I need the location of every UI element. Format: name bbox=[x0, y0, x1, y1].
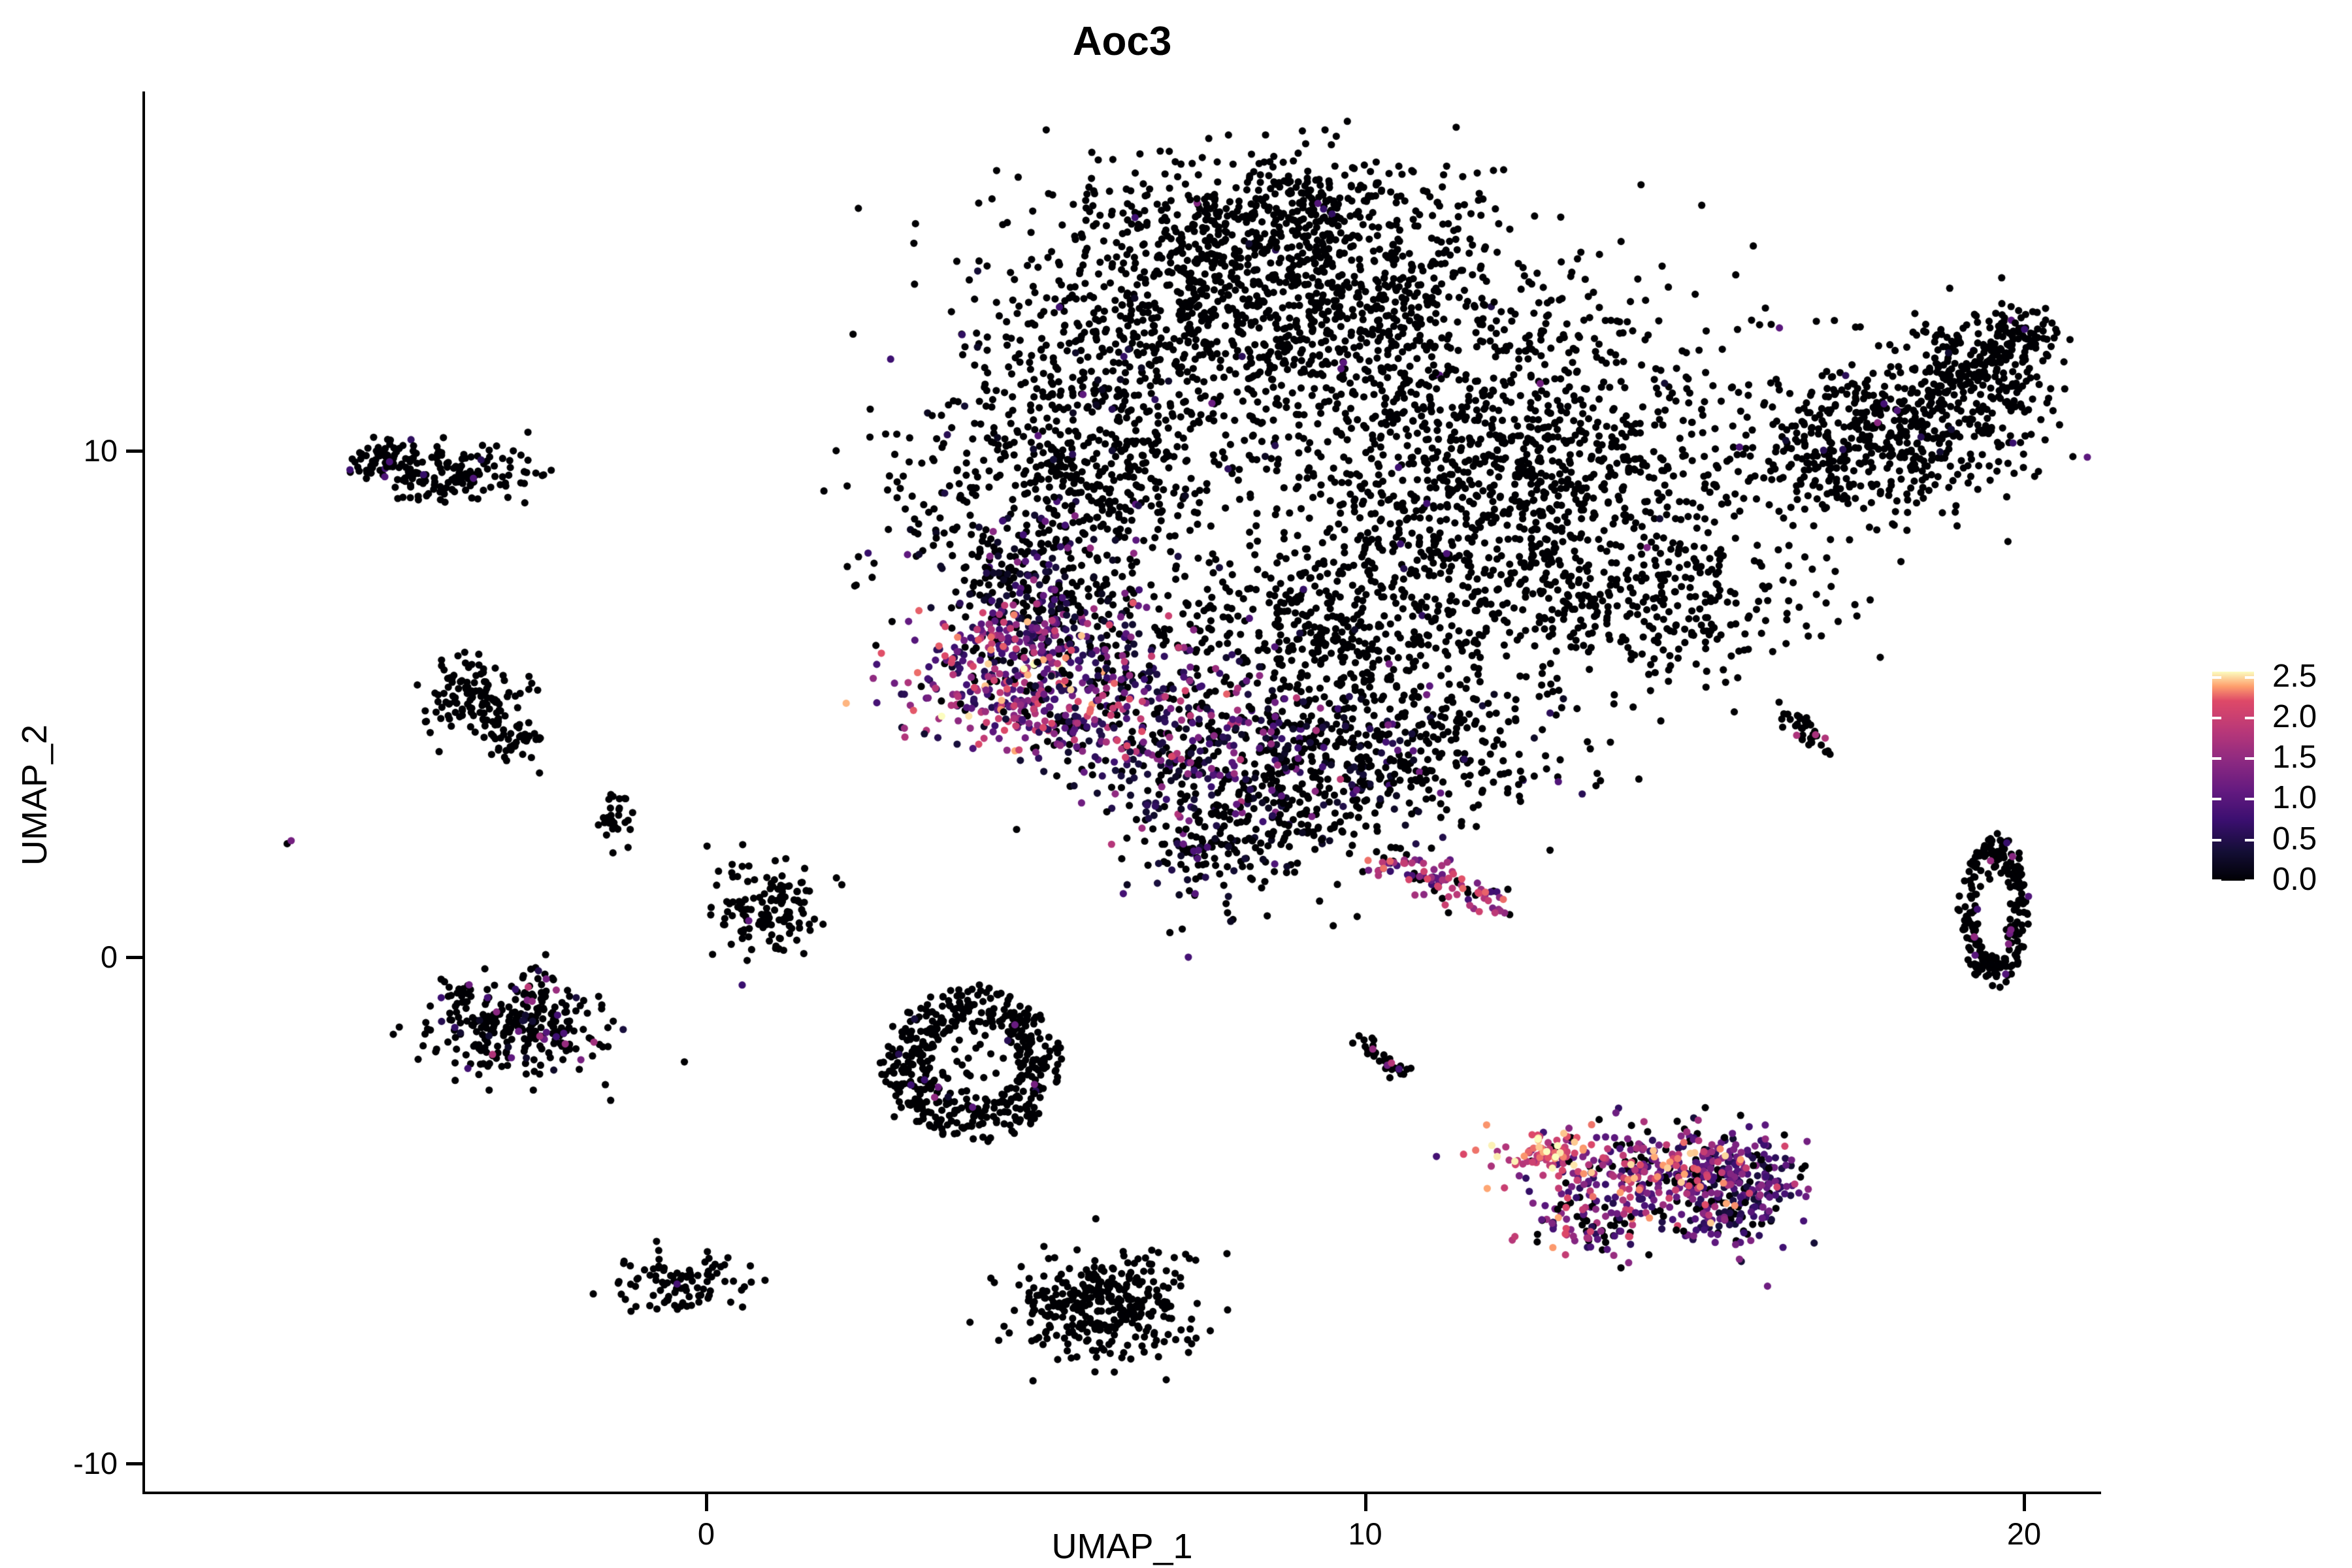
x-tick-mark bbox=[2023, 1494, 2026, 1511]
y-axis-title: UMAP_2 bbox=[15, 724, 54, 866]
y-tick-label: -10 bbox=[73, 1446, 118, 1480]
legend-tick-mark bbox=[2212, 838, 2221, 841]
legend-tick-mark bbox=[2245, 757, 2254, 760]
x-tick-label: 10 bbox=[1348, 1516, 1382, 1551]
x-axis-line bbox=[142, 1492, 2101, 1494]
y-tick-mark bbox=[126, 449, 143, 453]
legend-tick-mark bbox=[2212, 798, 2221, 801]
x-axis-title: UMAP_1 bbox=[1051, 1527, 1193, 1566]
legend-tick-label: 1.5 bbox=[2272, 740, 2317, 776]
legend-tick-label: 2.5 bbox=[2272, 658, 2317, 694]
legend-tick-mark bbox=[2245, 798, 2254, 801]
y-tick-mark bbox=[126, 1462, 143, 1465]
x-tick-mark bbox=[705, 1494, 708, 1511]
legend-tick-mark bbox=[2212, 879, 2221, 882]
x-tick-label: 20 bbox=[2006, 1516, 2042, 1551]
legend-tick-mark bbox=[2212, 757, 2221, 760]
legend-tick-label: 1.0 bbox=[2272, 780, 2317, 816]
legend-tick-label: 0.5 bbox=[2272, 821, 2317, 857]
legend-tick-mark bbox=[2245, 716, 2254, 719]
legend-tick-mark bbox=[2245, 676, 2254, 679]
legend-tick-mark bbox=[2212, 676, 2221, 679]
y-axis-line bbox=[142, 91, 145, 1494]
x-tick-mark bbox=[1364, 1494, 1367, 1511]
plot-title: Aoc3 bbox=[1072, 19, 1172, 64]
legend-tick-mark bbox=[2245, 879, 2254, 882]
legend-tick-mark bbox=[2245, 838, 2254, 841]
y-tick-label: 10 bbox=[83, 433, 118, 468]
legend-tick-mark bbox=[2212, 716, 2221, 719]
y-tick-label: 0 bbox=[100, 939, 118, 974]
legend-tick-label: 0.0 bbox=[2272, 862, 2317, 897]
legend-colorbar bbox=[2212, 672, 2254, 881]
legend-tick-label: 2.0 bbox=[2272, 698, 2317, 734]
y-tick-mark bbox=[126, 956, 143, 959]
x-tick-label: 0 bbox=[697, 1516, 715, 1551]
